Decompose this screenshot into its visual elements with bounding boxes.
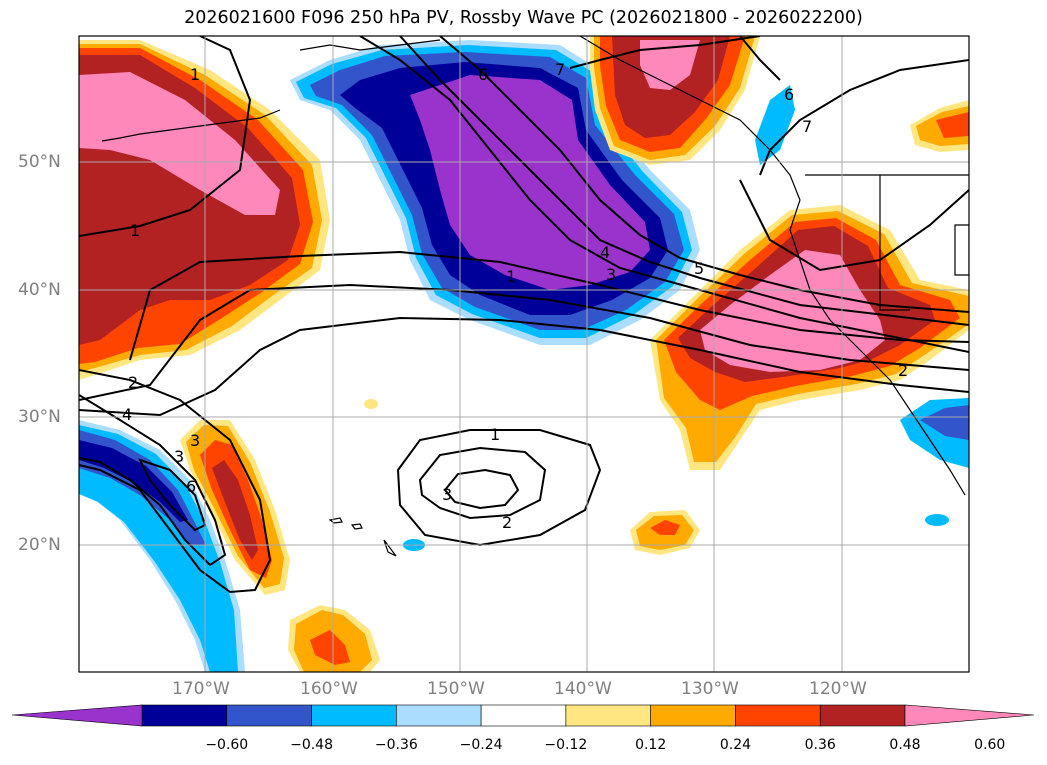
lon-label-160w: 160°W — [300, 679, 358, 699]
map-title: 2026021600 F096 250 hPa PV, Rossby Wave … — [184, 8, 863, 28]
contour-label: 1 — [506, 267, 516, 286]
colorbar-tick-label: 0.36 — [804, 737, 836, 753]
lon-label-150w: 150°W — [427, 679, 485, 699]
colorbar-tick-label: −0.36 — [374, 737, 418, 753]
lon-label-170w: 170°W — [172, 679, 230, 699]
contour-label: 7 — [555, 60, 565, 79]
pc-contours — [79, 36, 969, 594]
lat-label-30n: 30°N — [18, 407, 61, 427]
positive-anomaly-northwest — [79, 40, 330, 380]
contour-label: 4 — [122, 405, 132, 424]
colorbar-tick-label: 0.48 — [889, 737, 921, 753]
coastlines — [101, 36, 969, 557]
colorbar-cell — [735, 704, 821, 727]
colorbar-cell — [141, 704, 228, 727]
contour-label: 2 — [898, 361, 908, 380]
contour-label: 6 — [784, 85, 794, 104]
colorbar-tick-label: 0.60 — [974, 737, 1006, 753]
colorbar-tick-label: 0.24 — [719, 737, 752, 753]
contour-label: 6 — [186, 477, 196, 496]
contour-label: 3 — [606, 265, 616, 284]
colorbar-tick-label: −0.12 — [544, 737, 588, 753]
colorbar-tick-label: −0.24 — [459, 737, 503, 753]
contour-label: 3 — [442, 485, 452, 504]
colorbar-cell — [650, 704, 736, 727]
colorbar-cell — [226, 704, 312, 727]
lon-label-120w: 120°W — [809, 679, 867, 699]
contour-label: 2 — [502, 513, 512, 532]
contour-label: 7 — [802, 117, 812, 136]
lat-label-50n: 50°N — [18, 152, 61, 172]
contour-label: 1 — [130, 221, 140, 240]
colorbar-cell — [819, 704, 906, 727]
lat-label-40n: 40°N — [18, 280, 61, 300]
colorbar-extend-left — [11, 704, 143, 727]
colorbar-cell — [396, 704, 482, 727]
contour-label: 3 — [174, 447, 184, 466]
lon-label-130w: 130°W — [681, 679, 739, 699]
contour-label: 3 — [190, 431, 200, 450]
graticule — [79, 36, 969, 672]
contour-labels: 7 6 6 7 1 4 3 1 5 1 2 4 3 3 6 1 3 2 2 — [122, 60, 908, 532]
contour-label: 2 — [128, 373, 138, 392]
positive-anomaly-west — [180, 420, 290, 595]
colorbar-cell — [311, 704, 397, 727]
contour-label: 5 — [694, 259, 704, 278]
contour-label: 1 — [190, 65, 200, 84]
negative-anomaly-west — [79, 420, 245, 672]
colorbar-cell — [565, 704, 651, 727]
lon-label-140w: 140°W — [554, 679, 612, 699]
colorbar-cell — [480, 704, 567, 727]
lat-label-20n: 20°N — [18, 535, 61, 555]
colorbar-extend-right — [904, 704, 1035, 727]
map-frame — [78, 35, 970, 673]
contour-label: 6 — [478, 65, 488, 84]
contour-label: 1 — [490, 425, 500, 444]
colorbar-tick-label: 0.12 — [635, 737, 667, 753]
colorbar-tick-label: −0.60 — [205, 737, 249, 753]
pv-map: 7 6 6 7 1 4 3 1 5 1 2 4 3 3 6 1 3 2 2 — [78, 35, 970, 673]
colorbar-tick-label: −0.48 — [290, 737, 333, 753]
contour-label: 4 — [600, 243, 610, 262]
